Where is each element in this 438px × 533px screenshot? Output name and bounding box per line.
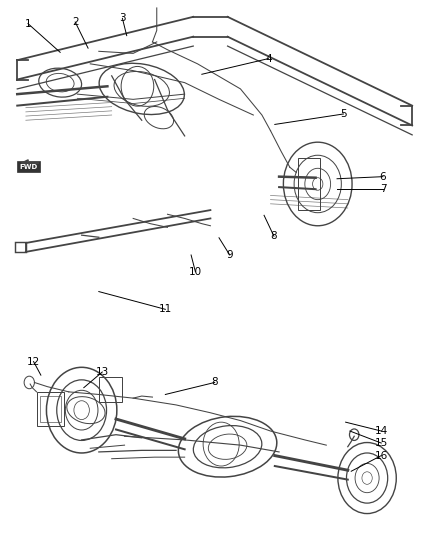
Bar: [39, 396, 61, 422]
Text: FWD: FWD: [20, 164, 38, 169]
Text: 8: 8: [212, 377, 218, 387]
Text: 5: 5: [340, 109, 347, 119]
Text: 11: 11: [159, 304, 172, 314]
Text: 16: 16: [374, 450, 388, 461]
Text: 6: 6: [380, 172, 386, 182]
Bar: [298, 158, 320, 210]
Text: 12: 12: [27, 357, 40, 367]
Text: 3: 3: [119, 13, 126, 23]
Text: 7: 7: [380, 184, 386, 194]
Text: 10: 10: [189, 266, 202, 277]
Text: 2: 2: [72, 17, 78, 27]
Text: 9: 9: [226, 250, 233, 260]
Text: 15: 15: [374, 438, 388, 448]
Text: 13: 13: [95, 367, 109, 377]
Text: 8: 8: [271, 231, 277, 241]
Text: 4: 4: [265, 54, 272, 63]
Bar: [36, 392, 64, 426]
Bar: [99, 377, 123, 402]
Text: 14: 14: [374, 426, 388, 436]
FancyBboxPatch shape: [17, 161, 40, 173]
Bar: [15, 243, 26, 252]
Text: 1: 1: [25, 19, 31, 29]
